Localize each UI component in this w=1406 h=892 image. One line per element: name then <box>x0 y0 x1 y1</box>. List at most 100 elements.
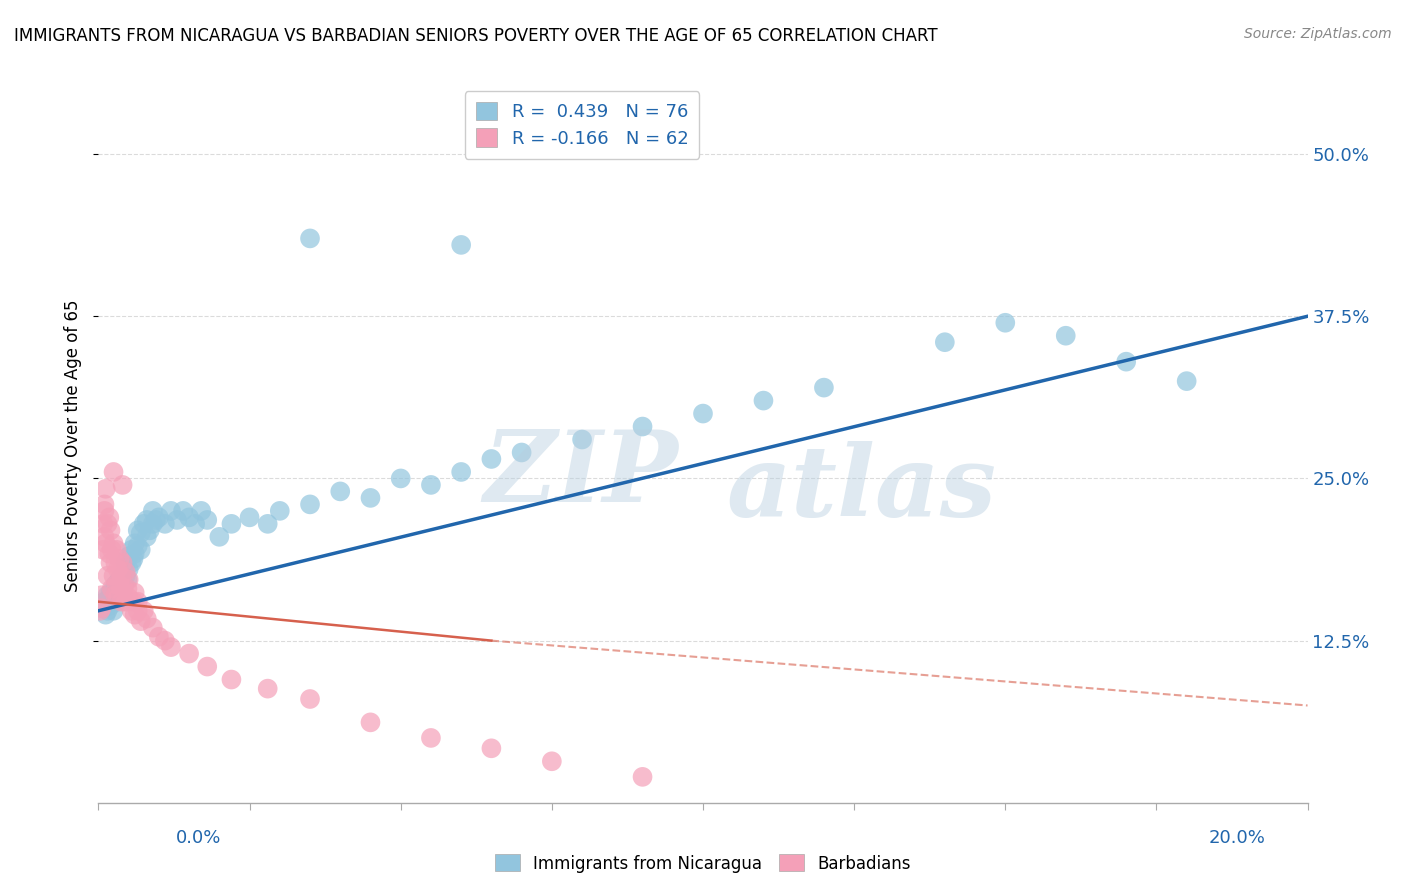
Point <box>571 433 593 447</box>
Point <box>98 510 121 524</box>
Point <box>105 578 128 592</box>
Point <box>108 578 131 592</box>
Point <box>96 516 118 531</box>
Point <box>124 607 146 622</box>
Point <box>107 575 129 590</box>
Point <box>1115 354 1137 368</box>
Point <box>91 516 114 531</box>
Point <box>127 539 149 553</box>
Point <box>184 516 207 531</box>
Point <box>107 591 129 605</box>
Point <box>179 510 201 524</box>
Point <box>103 604 125 618</box>
Point <box>112 582 135 596</box>
Point <box>129 614 152 628</box>
Point <box>481 452 503 467</box>
Point <box>269 504 291 518</box>
Point <box>108 552 131 566</box>
Point <box>114 568 136 582</box>
Point <box>329 484 352 499</box>
Point <box>208 530 231 544</box>
Point <box>91 542 114 557</box>
Point <box>100 524 122 538</box>
Point <box>360 715 382 730</box>
Point <box>179 647 201 661</box>
Point <box>103 588 125 602</box>
Point <box>117 582 139 596</box>
Point <box>389 471 412 485</box>
Point <box>111 478 134 492</box>
Point <box>94 607 117 622</box>
Point <box>105 582 128 596</box>
Point <box>239 510 262 524</box>
Point <box>108 591 131 605</box>
Point <box>195 513 218 527</box>
Point <box>148 630 170 644</box>
Point <box>142 516 165 531</box>
Point <box>124 585 146 599</box>
Point <box>111 588 134 602</box>
Point <box>91 601 114 615</box>
Point <box>122 552 145 566</box>
Point <box>124 547 146 561</box>
Point <box>118 549 141 564</box>
Point <box>1054 328 1077 343</box>
Point <box>96 568 118 582</box>
Point <box>934 335 956 350</box>
Point <box>132 604 155 618</box>
Point <box>118 573 141 587</box>
Text: 20.0%: 20.0% <box>1209 829 1265 847</box>
Point <box>112 578 135 592</box>
Point <box>121 556 143 570</box>
Point <box>166 513 188 527</box>
Point <box>104 578 127 592</box>
Point <box>94 482 117 496</box>
Point <box>89 604 111 618</box>
Point <box>110 582 132 596</box>
Point <box>100 585 122 599</box>
Point <box>98 591 121 605</box>
Point <box>481 741 503 756</box>
Point <box>100 595 122 609</box>
Point <box>160 504 183 518</box>
Point <box>813 381 835 395</box>
Point <box>90 588 112 602</box>
Text: IMMIGRANTS FROM NICARAGUA VS BARBADIAN SENIORS POVERTY OVER THE AGE OF 65 CORREL: IMMIGRANTS FROM NICARAGUA VS BARBADIAN S… <box>14 27 938 45</box>
Point <box>692 407 714 421</box>
Point <box>114 565 136 579</box>
Point <box>160 640 183 654</box>
Point <box>111 556 134 570</box>
Point <box>135 513 157 527</box>
Point <box>121 604 143 618</box>
Point <box>118 562 141 576</box>
Point <box>117 573 139 587</box>
Point <box>111 568 134 582</box>
Point <box>103 536 125 550</box>
Point <box>93 530 115 544</box>
Point <box>114 595 136 609</box>
Legend: R =  0.439   N = 76, R = -0.166   N = 62: R = 0.439 N = 76, R = -0.166 N = 62 <box>465 91 699 159</box>
Point <box>104 588 127 602</box>
Point <box>450 238 472 252</box>
Point <box>142 504 165 518</box>
Legend: Immigrants from Nicaragua, Barbadians: Immigrants from Nicaragua, Barbadians <box>488 847 918 880</box>
Point <box>135 611 157 625</box>
Point <box>107 562 129 576</box>
Point <box>450 465 472 479</box>
Point <box>145 513 167 527</box>
Point <box>142 621 165 635</box>
Point <box>299 497 322 511</box>
Point <box>110 568 132 582</box>
Point <box>121 542 143 557</box>
Point <box>96 604 118 618</box>
Point <box>93 504 115 518</box>
Point <box>172 504 194 518</box>
Point <box>93 497 115 511</box>
Point <box>148 510 170 524</box>
Point <box>100 556 122 570</box>
Text: 0.0%: 0.0% <box>176 829 221 847</box>
Point <box>135 530 157 544</box>
Point <box>118 591 141 605</box>
Point <box>103 465 125 479</box>
Point <box>752 393 775 408</box>
